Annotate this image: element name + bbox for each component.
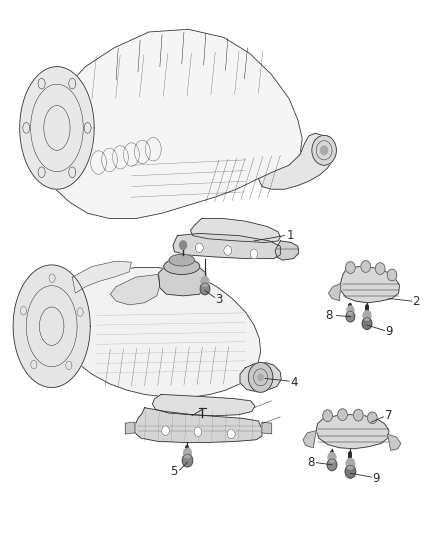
Circle shape xyxy=(346,311,355,322)
Polygon shape xyxy=(258,133,335,189)
Circle shape xyxy=(201,277,209,286)
Circle shape xyxy=(248,362,273,392)
Text: 4: 4 xyxy=(290,376,297,389)
Circle shape xyxy=(162,426,170,435)
Circle shape xyxy=(346,262,355,273)
Circle shape xyxy=(346,458,355,469)
Circle shape xyxy=(312,135,336,165)
Ellipse shape xyxy=(164,259,200,274)
Polygon shape xyxy=(159,265,206,296)
Polygon shape xyxy=(303,431,316,448)
Text: 9: 9 xyxy=(385,325,393,338)
Circle shape xyxy=(321,146,328,155)
Circle shape xyxy=(200,283,210,295)
Circle shape xyxy=(227,429,235,439)
Polygon shape xyxy=(20,67,94,189)
Polygon shape xyxy=(341,266,399,303)
Circle shape xyxy=(323,410,332,422)
Polygon shape xyxy=(152,394,255,416)
Polygon shape xyxy=(173,233,280,259)
Circle shape xyxy=(361,261,371,272)
Circle shape xyxy=(363,311,371,320)
Circle shape xyxy=(362,318,372,329)
Circle shape xyxy=(258,374,263,381)
Text: 8: 8 xyxy=(307,456,314,469)
Circle shape xyxy=(353,409,363,421)
Ellipse shape xyxy=(169,254,194,266)
Circle shape xyxy=(184,448,191,458)
Circle shape xyxy=(375,263,385,274)
Circle shape xyxy=(328,453,336,462)
Polygon shape xyxy=(240,362,281,392)
Text: 5: 5 xyxy=(170,465,177,478)
Circle shape xyxy=(345,465,356,478)
Circle shape xyxy=(224,246,232,255)
Polygon shape xyxy=(18,268,261,397)
Polygon shape xyxy=(191,219,280,243)
Polygon shape xyxy=(388,434,401,450)
Circle shape xyxy=(387,269,397,281)
Circle shape xyxy=(367,412,377,424)
Polygon shape xyxy=(13,265,90,387)
Polygon shape xyxy=(110,274,160,305)
Polygon shape xyxy=(316,415,389,449)
Text: 6: 6 xyxy=(181,410,188,423)
Circle shape xyxy=(327,459,337,471)
Circle shape xyxy=(347,306,354,314)
Circle shape xyxy=(194,427,202,437)
Text: 7: 7 xyxy=(385,409,392,422)
Text: 8: 8 xyxy=(325,309,333,322)
Text: 1: 1 xyxy=(287,229,294,242)
Circle shape xyxy=(338,409,347,421)
Polygon shape xyxy=(72,261,131,293)
Circle shape xyxy=(195,243,203,253)
Text: 2: 2 xyxy=(413,295,420,308)
Circle shape xyxy=(182,454,193,467)
Polygon shape xyxy=(125,422,135,434)
Circle shape xyxy=(180,241,187,249)
Circle shape xyxy=(250,249,258,259)
Polygon shape xyxy=(24,29,302,219)
Polygon shape xyxy=(275,241,299,260)
Polygon shape xyxy=(262,422,272,434)
Text: 9: 9 xyxy=(372,472,380,484)
Polygon shape xyxy=(328,284,341,301)
Polygon shape xyxy=(135,408,262,442)
Text: 3: 3 xyxy=(215,293,223,306)
